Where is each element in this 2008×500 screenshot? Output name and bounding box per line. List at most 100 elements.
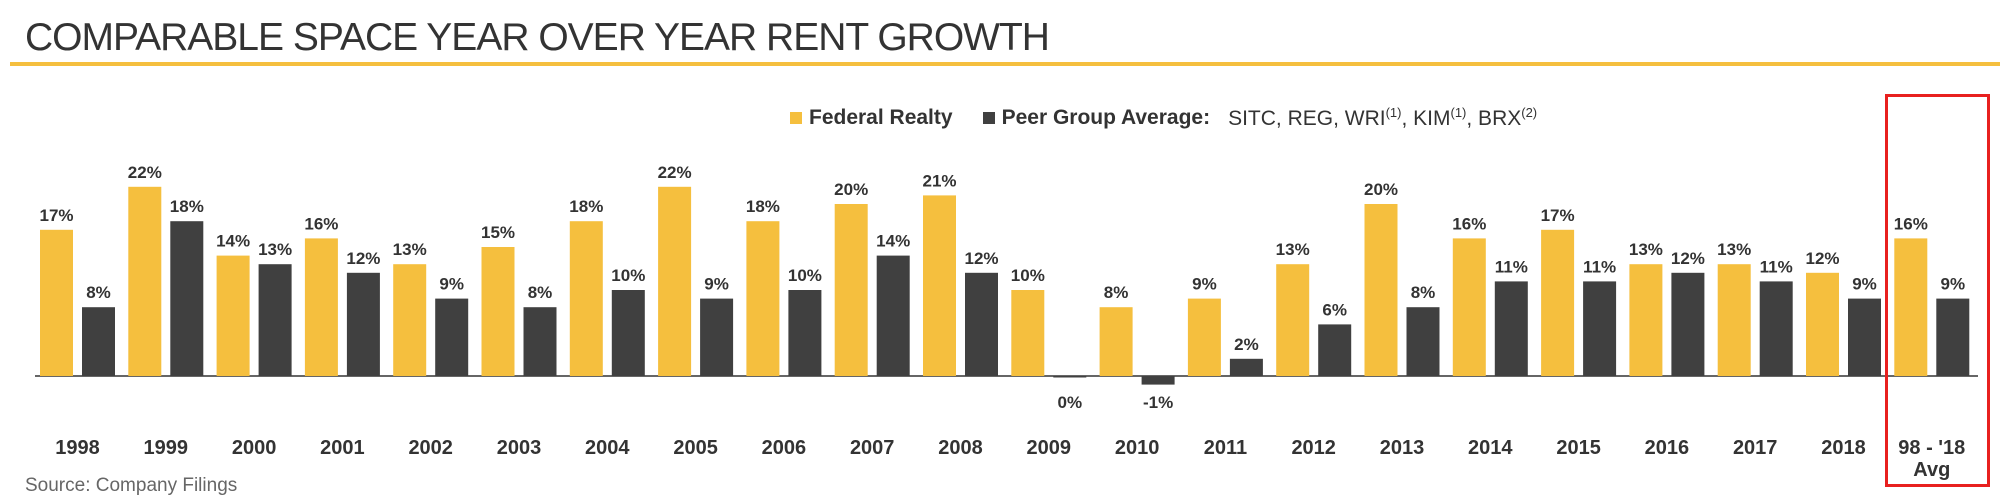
label-federal-2017: 13% [1717, 240, 1751, 259]
category-label-2008: 2008 [938, 437, 983, 459]
category-label-2005: 2005 [673, 437, 718, 459]
category-label-2006: 2006 [762, 437, 807, 459]
label-peer-1999: 18% [170, 197, 204, 216]
category-label-2010: 2010 [1115, 437, 1160, 459]
bar-peer-1999 [170, 221, 204, 376]
bar-peer-2015 [1583, 281, 1617, 376]
legend-federal-label: Federal Realty [809, 106, 953, 129]
label-peer-2003: 8% [528, 283, 553, 302]
category-label-2007: 2007 [850, 437, 895, 459]
bar-peer-98-18-Avg [1936, 298, 1970, 376]
legend-federal-swatch [790, 112, 802, 124]
category-label-2013: 2013 [1380, 437, 1425, 459]
label-peer-2014: 11% [1495, 257, 1528, 276]
bar-peer-2014 [1494, 281, 1528, 376]
label-peer-2008: 12% [964, 249, 998, 268]
bar-federal-2011 [1187, 298, 1221, 376]
label-federal-2011: 9% [1192, 275, 1217, 294]
label-peer-2015: 11% [1583, 257, 1616, 276]
bar-federal-2007 [834, 204, 868, 376]
label-peer-2012: 6% [1322, 300, 1347, 319]
bar-federal-2001 [304, 238, 338, 376]
bar-federal-2013 [1364, 204, 1398, 376]
label-federal-2007: 20% [834, 180, 868, 199]
average-highlight-box [1885, 94, 1990, 487]
bar-federal-2003 [481, 247, 515, 376]
label-federal-2012: 13% [1276, 240, 1310, 259]
bar-federal-2000 [216, 255, 250, 376]
bar-federal-2002 [393, 264, 427, 376]
label-federal-2004: 18% [569, 197, 603, 216]
bar-federal-2004 [569, 221, 603, 376]
category-label-2014: 2014 [1468, 437, 1513, 459]
page-title: COMPARABLE SPACE YEAR OVER YEAR RENT GRO… [25, 16, 1050, 59]
label-federal-2005: 22% [658, 163, 692, 182]
category-label-2017: 2017 [1733, 437, 1778, 459]
bar-federal-98-18-Avg [1894, 238, 1928, 376]
bar-peer-2009 [1053, 376, 1087, 378]
label-peer-2001: 12% [346, 249, 380, 268]
label-peer-2018: 9% [1852, 275, 1877, 294]
bar-peer-2005 [700, 298, 734, 376]
bar-peer-2016 [1671, 272, 1705, 376]
footnote-1-wri: (1) [1385, 105, 1402, 120]
category-label-1998: 1998 [55, 437, 100, 459]
label-peer-2007: 14% [876, 232, 910, 251]
category-label-98-18-Avg: 98 - '18 [1898, 437, 1965, 459]
bar-federal-2014 [1452, 238, 1486, 376]
label-peer-1998: 8% [86, 283, 111, 302]
title-underline [10, 62, 2000, 66]
bar-federal-2009 [1011, 290, 1045, 376]
label-peer-2013: 8% [1411, 283, 1436, 302]
bar-peer-2008 [965, 272, 998, 376]
category-label-2015: 2015 [1556, 437, 1601, 459]
label-peer-2016: 12% [1671, 249, 1705, 268]
bar-peer-2011 [1229, 358, 1263, 376]
bar-peer-1998 [82, 307, 115, 376]
label-federal-1999: 22% [128, 163, 162, 182]
bar-peer-2012 [1318, 324, 1352, 376]
source-note: Source: Company Filings [25, 475, 238, 496]
label-peer-2005: 9% [704, 275, 729, 294]
bar-federal-2016 [1629, 264, 1663, 376]
footnote-1-kim: (1) [1450, 105, 1467, 120]
label-peer-2002: 9% [439, 275, 464, 294]
bar-peer-2013 [1406, 307, 1440, 376]
label-federal-2016: 13% [1629, 240, 1663, 259]
category-label-2003: 2003 [497, 437, 542, 459]
label-peer-2010: -1% [1143, 393, 1173, 412]
bar-peer-2003 [523, 307, 557, 376]
label-peer-2000: 13% [258, 240, 292, 259]
label-federal-98-18-Avg: 16% [1894, 214, 1928, 233]
category-label-2001: 2001 [320, 437, 365, 459]
category-label-2016: 2016 [1645, 437, 1690, 459]
peer-member-kim: , KIM [1401, 107, 1451, 130]
label-federal-1998: 17% [39, 206, 73, 225]
label-peer-2017: 11% [1760, 257, 1793, 276]
bar-peer-2000 [258, 264, 292, 376]
legend-peer: Peer Group Average: SITC, REG, WRI(1), K… [982, 105, 1537, 131]
label-peer-2011: 2% [1234, 335, 1259, 354]
bar-federal-2008 [923, 195, 956, 376]
label-federal-2003: 15% [481, 223, 515, 242]
category-label-1999: 1999 [144, 437, 189, 459]
bar-federal-1998 [40, 229, 73, 376]
legend-peer-members: SITC, REG, WRI(1), KIM(1), BRX(2) [1228, 105, 1537, 131]
label-federal-2013: 20% [1364, 180, 1398, 199]
bar-federal-2015 [1541, 229, 1575, 376]
bar-peer-2006 [788, 290, 822, 376]
bar-peer-2007 [876, 255, 910, 376]
label-federal-2009: 10% [1011, 266, 1045, 285]
bar-federal-2018 [1806, 272, 1839, 376]
label-federal-2018: 12% [1805, 249, 1839, 268]
legend-peer-label: Peer Group Average: [1001, 106, 1211, 129]
label-federal-2001: 16% [304, 214, 338, 233]
label-peer-2009: 0% [1058, 393, 1083, 412]
bar-peer-2018 [1848, 298, 1881, 376]
footnote-2-brx: (2) [1521, 105, 1538, 120]
peer-member-brx: , BRX [1466, 107, 1522, 130]
bar-peer-2001 [346, 272, 380, 376]
label-federal-2006: 18% [746, 197, 780, 216]
category-label-2018: 2018 [1821, 437, 1866, 459]
category-label-2000: 2000 [232, 437, 277, 459]
